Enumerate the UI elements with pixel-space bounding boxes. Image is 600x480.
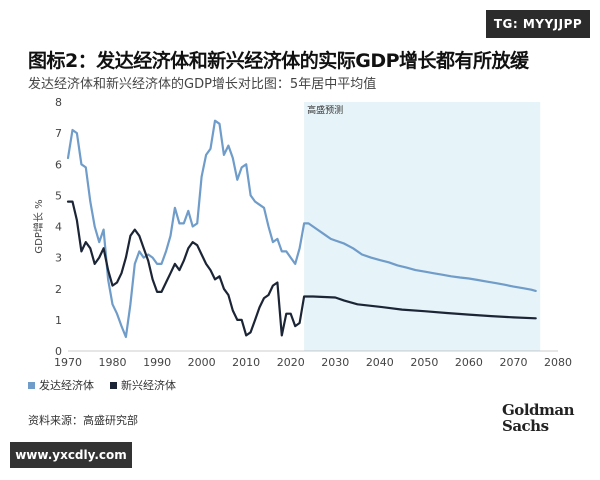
x-tick-label: 2070 (499, 356, 527, 369)
x-tick-label: 2080 (544, 356, 572, 369)
y-tick-label: 0 (55, 345, 62, 358)
y-tick-label: 3 (55, 252, 62, 265)
chart-title: 图标2：发达经济体和新兴经济体的实际GDP增长都有所放缓 (28, 50, 529, 72)
y-tick-label: 4 (55, 221, 62, 234)
forecast-band (304, 102, 541, 351)
y-tick-label: 7 (55, 127, 62, 140)
y-tick-label: 2 (55, 283, 62, 296)
chart-subtitle: 发达经济体和新兴经济体的GDP增长对比图：5年居中平均值 (28, 77, 377, 92)
legend-item-emerging: 新兴经济体 (110, 377, 176, 393)
x-tick-label: 2060 (455, 356, 483, 369)
legend: 发达经济体 新兴经济体 (28, 377, 176, 393)
source-note: 资料来源：高盛研究部 (28, 414, 138, 427)
x-tick-label: 2000 (188, 356, 216, 369)
logo-line-1: Goldman (502, 401, 575, 419)
x-tick-label: 2040 (366, 356, 394, 369)
x-tick-label: 2010 (232, 356, 260, 369)
x-tick-label: 2050 (410, 356, 438, 369)
x-tick-label: 1990 (143, 356, 171, 369)
x-tick-label: 2020 (277, 356, 305, 369)
x-tick-label: 2030 (321, 356, 349, 369)
x-tick-label: 1980 (99, 356, 127, 369)
x-tick-label: 1970 (54, 356, 82, 369)
watermark-top: TG: MYYJJPP (486, 10, 590, 38)
legend-swatch-developed (28, 381, 35, 389)
forecast-label: 高盛预测 (307, 104, 343, 116)
logo-line-2: Sachs (502, 417, 549, 435)
watermark-bottom: www.yxcdly.com (10, 442, 132, 468)
legend-label-developed: 发达经济体 (39, 379, 94, 392)
legend-label-emerging: 新兴经济体 (121, 379, 176, 392)
gdp-line-chart: 高盛预测 0 1 2 3 4 5 6 7 8 1970 1980 1990 2000 2010 2020 203… (32, 96, 572, 369)
series-line-developed (66, 119, 537, 339)
legend-swatch-emerging (110, 381, 117, 389)
series-line-emerging (66, 200, 537, 337)
legend-item-developed: 发达经济体 (28, 377, 94, 393)
y-tick-label: 8 (55, 96, 62, 109)
y-tick-label: 5 (55, 189, 62, 202)
y-tick-label: 6 (55, 158, 62, 171)
y-axis-label: GDP增长 % (32, 199, 45, 253)
y-tick-label: 1 (55, 314, 62, 327)
goldman-sachs-logo: Goldman Sachs (502, 401, 575, 435)
